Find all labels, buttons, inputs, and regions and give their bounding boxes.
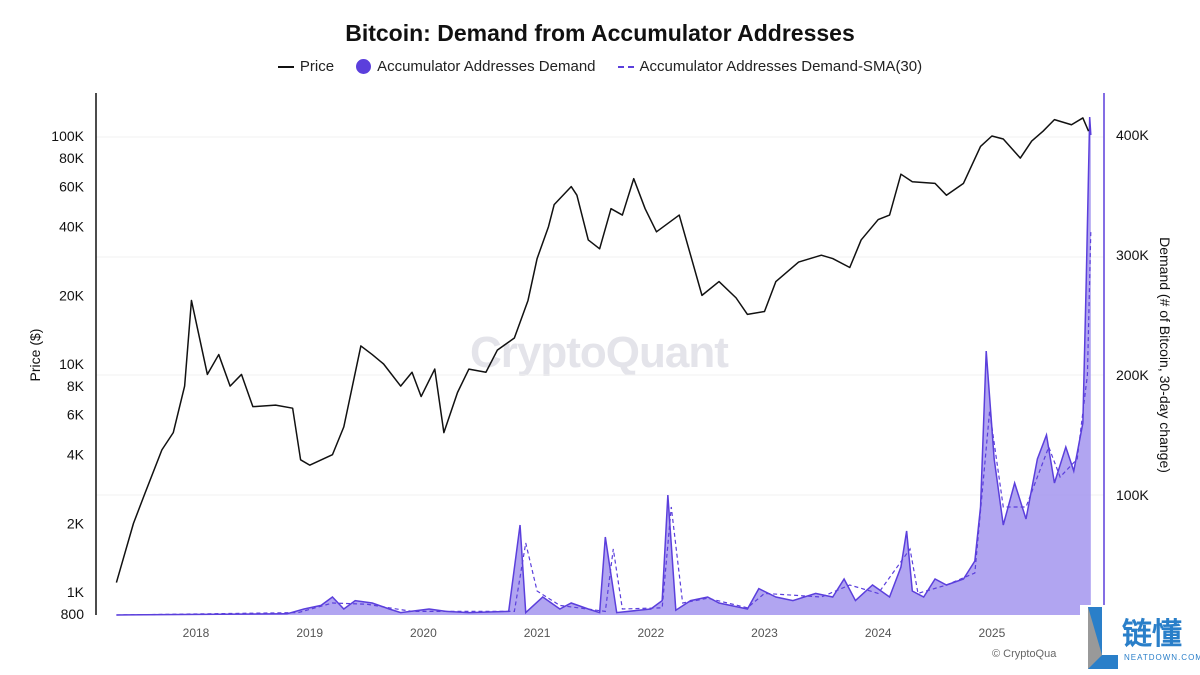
left-tick-label: 80K xyxy=(59,150,85,166)
legend-price[interactable]: Price xyxy=(277,58,335,75)
left-axis-label: Price ($) xyxy=(27,329,43,382)
right-axis-label: Demand (# of Bitcoin, 30-day change) xyxy=(1157,237,1173,473)
demand-line xyxy=(116,116,1092,616)
left-tick-label: 8K xyxy=(67,378,85,394)
left-tick-label: 10K xyxy=(59,356,85,372)
right-tick-label: 300K xyxy=(1116,247,1149,263)
left-tick-label: 6K xyxy=(67,407,85,423)
x-tick-label: 2022 xyxy=(637,626,664,640)
price-line xyxy=(115,117,1090,583)
legend-label: Price xyxy=(299,58,335,75)
left-tick-label: 1K xyxy=(67,584,85,600)
dot-swatch-icon xyxy=(356,59,372,74)
x-tick-label: 2021 xyxy=(524,626,551,640)
copyright: © CryptoQua xyxy=(992,648,1057,660)
right-tick-label: 100K xyxy=(1116,487,1149,503)
legend-sma[interactable]: Accumulator Addresses Demand-SMA(30) xyxy=(617,58,923,75)
x-tick-label: 2023 xyxy=(751,626,778,640)
logo-en: NEATDOWN.COM xyxy=(1124,653,1200,662)
chart-title: Bitcoin: Demand from Accumulator Address… xyxy=(345,20,855,46)
left-tick-label: 2K xyxy=(67,515,85,531)
demand-sma-line xyxy=(116,230,1092,616)
right-tick-label: 200K xyxy=(1116,367,1149,383)
legend-demand[interactable]: Accumulator Addresses Demand xyxy=(356,58,596,75)
logo-l-icon xyxy=(1088,607,1118,669)
x-tick-label: 2018 xyxy=(183,626,210,640)
left-tick-label: 40K xyxy=(59,219,85,235)
watermark: CryptoQuant xyxy=(470,328,729,377)
demand-area xyxy=(116,117,1091,615)
left-tick-label: 20K xyxy=(59,287,85,303)
logo-cn: 链懂 xyxy=(1122,618,1182,651)
x-tick-label: 2020 xyxy=(410,626,437,640)
left-tick-label: 100K xyxy=(51,128,84,144)
x-tick-label: 2019 xyxy=(296,626,323,640)
legend: Price Accumulator Addresses Demand Accum… xyxy=(0,58,1200,75)
left-tick-label: 4K xyxy=(67,447,85,463)
x-tick-label: 2024 xyxy=(865,626,892,640)
x-tick-label: 2025 xyxy=(979,626,1006,640)
right-tick-label: 400K xyxy=(1116,127,1149,143)
legend-label: Accumulator Addresses Demand xyxy=(377,58,596,75)
legend-label: Accumulator Addresses Demand-SMA(30) xyxy=(639,58,923,75)
left-tick-label: 800 xyxy=(61,606,85,622)
neatdown-logo: 链懂 NEATDOWN.COM xyxy=(1080,605,1200,675)
line-swatch-icon xyxy=(277,65,294,68)
left-tick-label: 60K xyxy=(59,179,85,195)
dashed-swatch-icon xyxy=(617,65,634,68)
